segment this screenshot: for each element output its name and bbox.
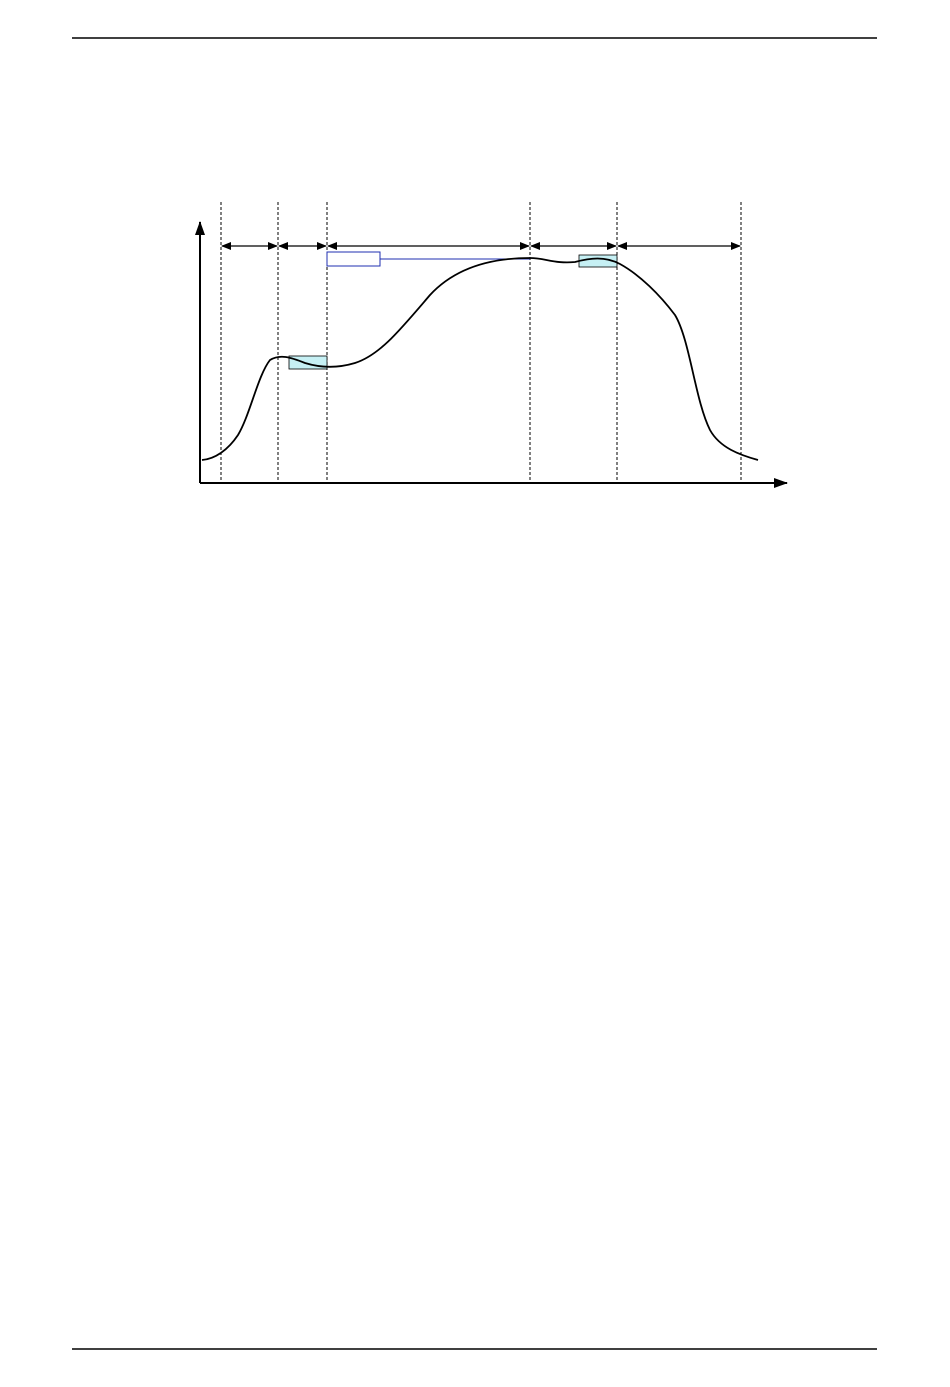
diagram	[195, 202, 788, 488]
profile-curve	[201, 257, 759, 461]
phase-dividers	[220, 202, 742, 483]
level-box	[326, 251, 381, 267]
